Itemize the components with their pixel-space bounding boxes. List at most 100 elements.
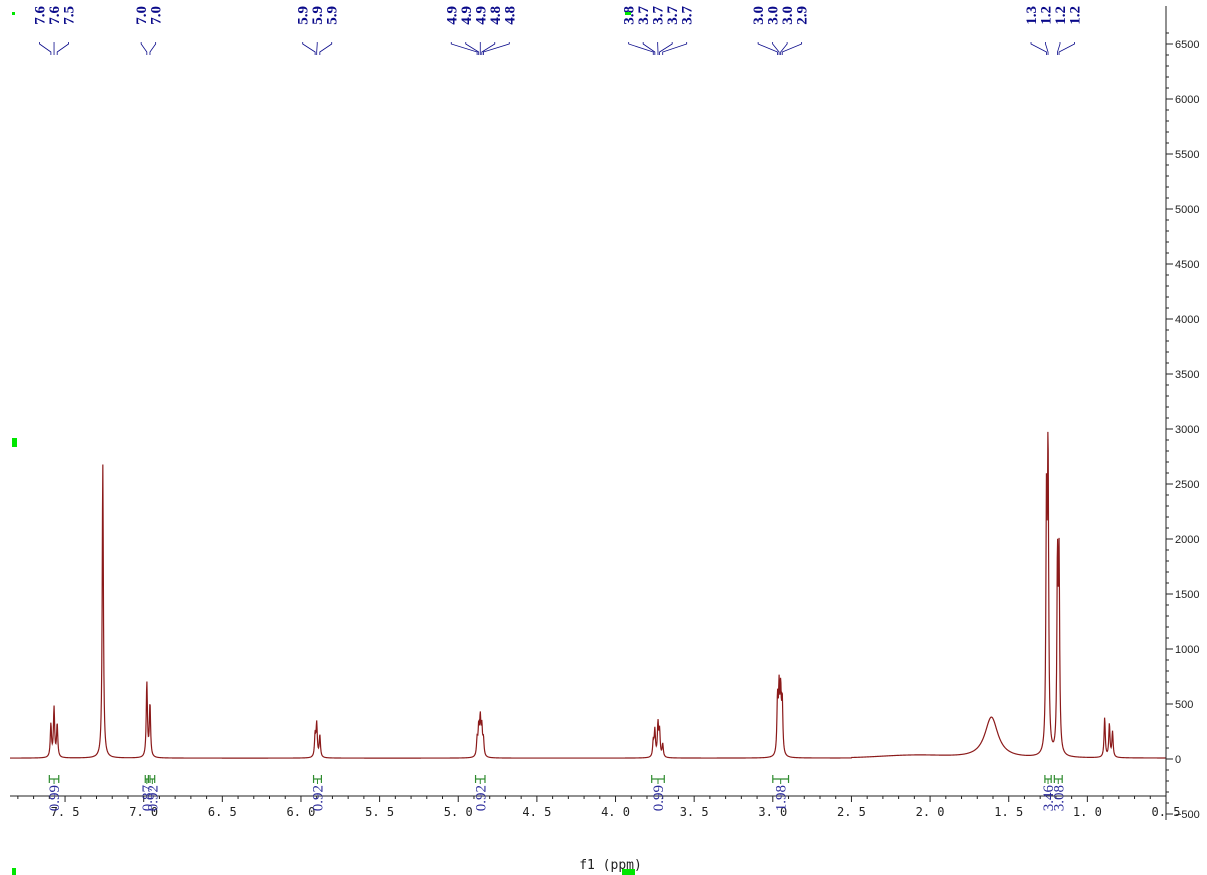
markers: [12, 12, 635, 875]
y-tick-label: 1500: [1175, 589, 1199, 601]
x-tick-label: 5. 0: [444, 805, 473, 819]
peak-label: 7.0: [134, 6, 150, 25]
peak-label: 3.7: [651, 6, 667, 25]
peak-connector: [659, 42, 673, 55]
peak-connector: [39, 42, 52, 55]
peak-label-group: 3.83.73.73.73.7: [622, 6, 696, 55]
peak-connector: [1058, 42, 1075, 55]
spectrum-layer: [9, 431, 1166, 759]
integral-value: 0.92: [473, 785, 489, 811]
x-tick-label: 7. 0: [129, 805, 158, 819]
peak-label-group: 3.03.03.02.9: [751, 6, 811, 55]
integral: 0.92: [473, 775, 489, 811]
integral: 1.98: [772, 775, 790, 811]
peak-connector: [642, 42, 656, 55]
peak-label: 3.8: [622, 6, 638, 25]
y-tick-label: −500: [1175, 809, 1200, 821]
peak-label: 3.7: [636, 6, 652, 25]
integral-value: 3.46: [1041, 785, 1057, 812]
integral-value: 0.87: [140, 785, 156, 812]
peak-label: 1.2: [1053, 6, 1069, 25]
peak-label: 5.9: [325, 6, 341, 25]
peak-label: 7.0: [149, 6, 165, 25]
y-tick-label: 2500: [1175, 479, 1199, 491]
x-tick-label: 1. 5: [994, 805, 1023, 819]
peak-label: 1.3: [1024, 6, 1040, 25]
x-axis: 7. 5 7. 0 6. 5 6. 0 5. 5 5. 0 4. 5 4. 0 3. 5 3. 0…: [10, 795, 1180, 819]
peak-label: 2.9: [795, 6, 811, 25]
peak-connector: [757, 42, 778, 55]
cursor-marker: [12, 12, 15, 15]
x-tick-label: 6. 0: [287, 805, 316, 819]
cursor-marker: [12, 868, 16, 875]
peak-connector: [481, 42, 496, 55]
y-tick-label: 500: [1175, 699, 1193, 711]
peak-connector: [465, 42, 480, 55]
y-tick-label: 5000: [1175, 204, 1199, 216]
peak-connector: [1057, 42, 1061, 55]
peak-connector: [140, 42, 148, 55]
peak-connector: [1045, 42, 1049, 55]
peak-label: 1.2: [1039, 6, 1055, 25]
y-tick-label: 3000: [1175, 424, 1199, 436]
cursor-marker: [625, 12, 631, 15]
peak-connector: [483, 42, 510, 55]
peak-label: 7.6: [33, 6, 49, 25]
peak-label-group: 7.67.67.5: [33, 6, 78, 55]
peak-label-group: 1.31.21.21.2: [1024, 6, 1084, 55]
peak-label: 5.9: [310, 6, 326, 25]
x-tick-label: 3. 5: [680, 805, 709, 819]
peak-connector: [149, 42, 157, 55]
peak-label: 4.9: [473, 6, 489, 25]
integral: 0.87: [140, 775, 156, 811]
integral-value: 0.99: [651, 785, 667, 811]
peak-connector: [628, 42, 654, 55]
cursor-marker: [12, 438, 17, 447]
x-axis-label: f1 (ppm): [579, 858, 642, 873]
peak-connector: [316, 42, 318, 55]
integral: 0.92: [310, 775, 326, 811]
integral: 3.46: [1041, 775, 1057, 811]
peak-label: 5.9: [296, 6, 312, 25]
peak-label: 3.7: [680, 6, 696, 25]
integral-value: 3.08: [1051, 785, 1067, 811]
x-tick-label: 5. 5: [365, 805, 394, 819]
peak-label: 7.5: [62, 6, 78, 25]
integral-value: 0.92: [310, 785, 326, 811]
integral: 0.99: [47, 775, 63, 811]
integral: 3.08: [1051, 775, 1067, 811]
y-tick-label: 1000: [1175, 644, 1199, 656]
integral-value: 1.98: [774, 785, 790, 811]
peak-connector: [772, 42, 780, 55]
integral-value: 0.99: [47, 785, 63, 811]
peak-label: 4.9: [459, 6, 475, 25]
cursor-marker: [622, 869, 635, 875]
peak-label: 3.0: [751, 6, 767, 25]
peak-label-group: 4.94.94.94.84.8: [444, 6, 518, 55]
y-tick-label: 3500: [1175, 369, 1199, 381]
peak-label-group: 5.95.95.9: [296, 6, 341, 55]
x-tick-label: 4. 0: [601, 805, 630, 819]
y-tick-label: 2000: [1175, 534, 1199, 546]
y-tick-label: 5500: [1175, 149, 1199, 161]
peak-label: 4.8: [488, 6, 504, 25]
peak-connector: [302, 42, 316, 55]
y-tick-label: 4500: [1175, 259, 1199, 271]
y-tick-label: 4000: [1175, 314, 1199, 326]
y-tick-label: 0: [1175, 754, 1181, 766]
x-tick-label: 1. 0: [1073, 805, 1102, 819]
y-tick-label: 6000: [1175, 94, 1199, 106]
peak-connector: [662, 42, 688, 55]
peak-label: 4.8: [502, 6, 518, 25]
integrals: 0.99 0.870.92 0.92 0.92 0.99 1.98 3.463.08: [47, 775, 1067, 811]
y-tick-label: 6500: [1175, 39, 1199, 51]
integral: 0.92: [145, 775, 161, 811]
peak-labels: 7.67.67.5 7.07.0 5.95.95.9 4.94.94.94.84.8 3…: [33, 6, 1084, 55]
peak-connector: [450, 42, 478, 55]
peak-label: 3.0: [780, 6, 796, 25]
y-axis: 6500600055005000450040003500300025002000…: [1165, 6, 1200, 821]
x-tick-label: 6. 5: [208, 805, 237, 819]
x-tick-label: 2. 5: [837, 805, 866, 819]
peak-connector: [1030, 42, 1047, 55]
